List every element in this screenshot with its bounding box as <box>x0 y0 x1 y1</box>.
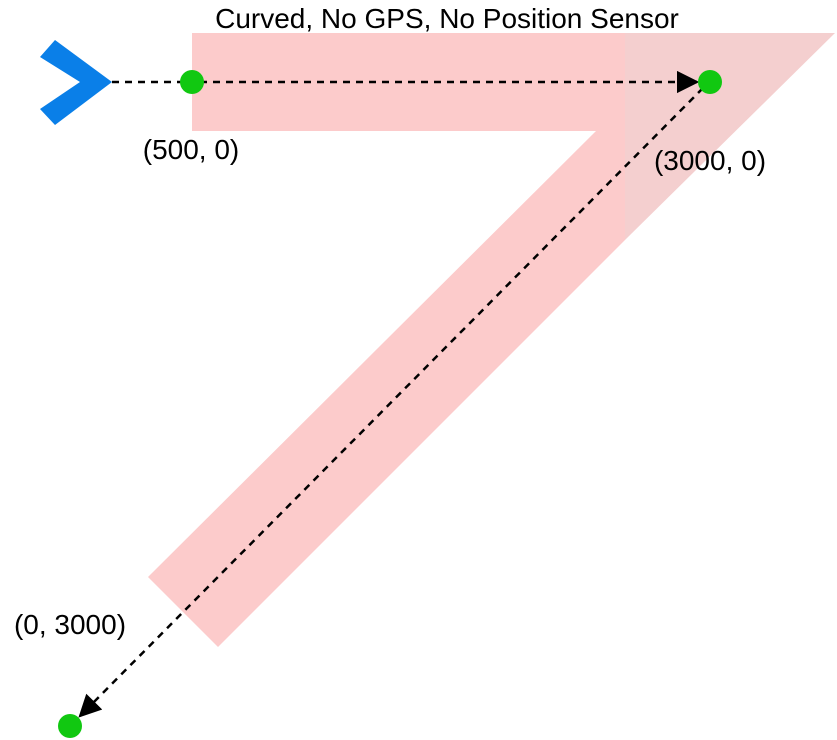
waypoint-marker <box>698 70 722 94</box>
waypoint-marker <box>58 714 82 738</box>
path-band <box>148 33 835 647</box>
diagram-title: Curved, No GPS, No Position Sensor <box>215 3 679 34</box>
waypoint-label: (3000, 0) <box>654 145 766 176</box>
waypoint-label: (0, 3000) <box>14 609 126 640</box>
route-lines <box>78 70 704 718</box>
waypoint-marker <box>180 70 204 94</box>
route-line-diagonal <box>78 87 704 718</box>
waypoints <box>58 70 722 738</box>
waypoint-label: (500, 0) <box>143 134 240 165</box>
chevron-right-icon <box>40 40 112 125</box>
path-band-diagonal-segment <box>148 131 625 647</box>
